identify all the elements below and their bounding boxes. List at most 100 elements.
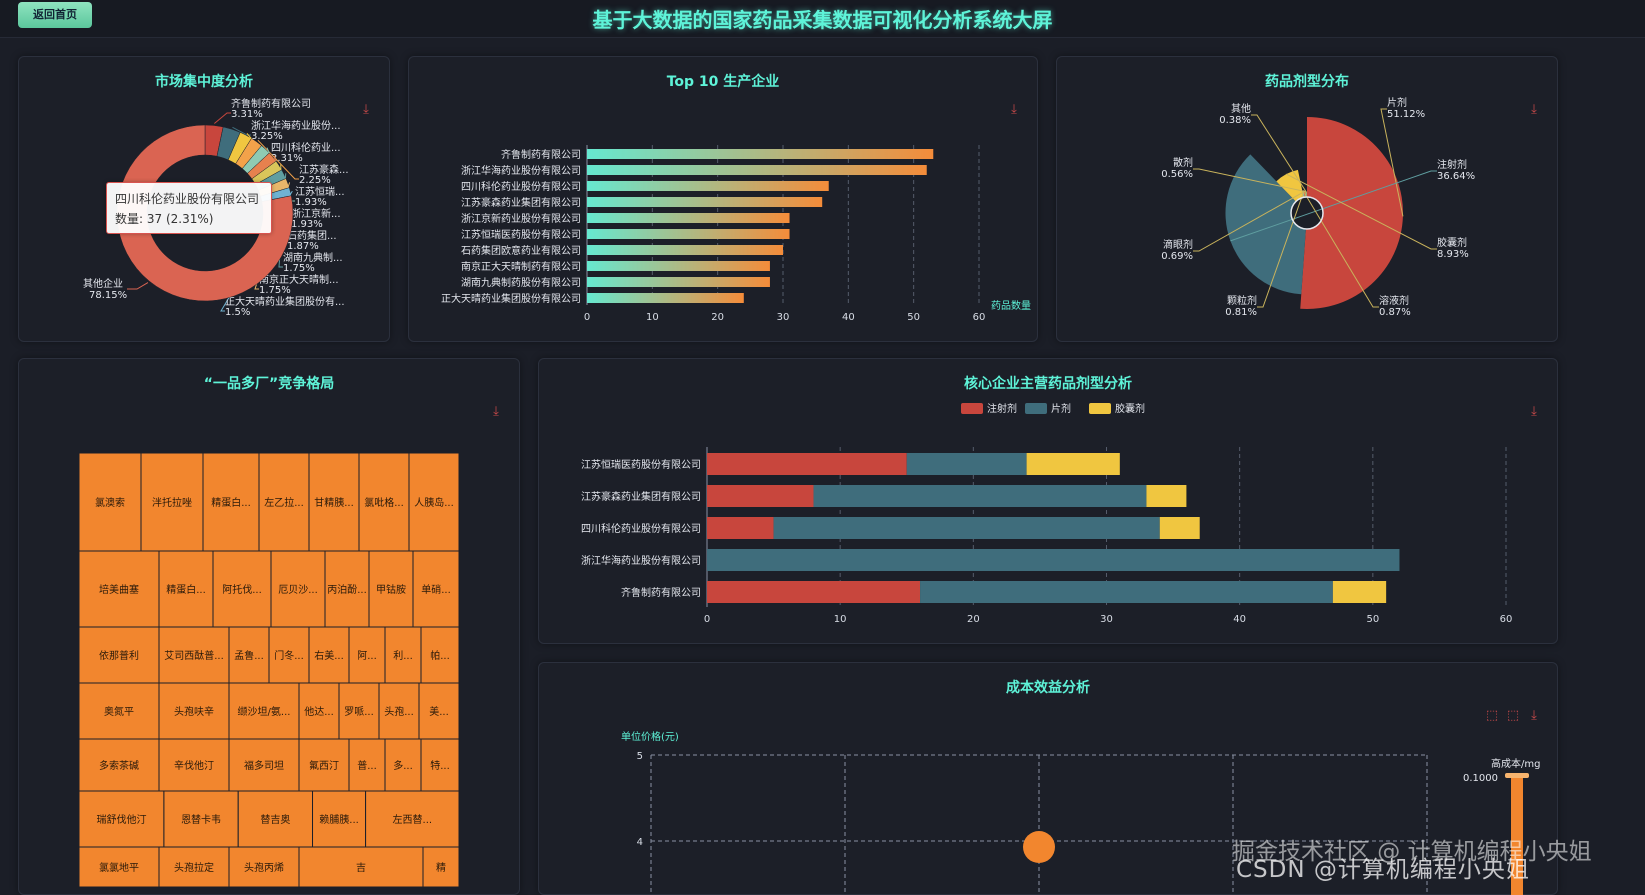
- bar-category-label: 石药集团欧意药业有限公司: [461, 244, 581, 257]
- rose-slice-label: 片剂: [1387, 96, 1407, 109]
- rose-leader-line: [1380, 108, 1404, 217]
- cost-title: 成本效益分析: [1006, 680, 1090, 696]
- bar-category-label: 江苏豪森药业集团有限公司: [581, 490, 701, 503]
- visualmap-handle: [1505, 773, 1529, 778]
- treemap-cell-label: 多...: [393, 759, 413, 772]
- rose-slice-label: 散剂: [1173, 156, 1193, 169]
- stacked-bar-segment: [707, 549, 1400, 571]
- treemap-chart: 氯澳索 泮托拉唑 精蛋白... 左乙拉... 甘精胰... 氯吡格... 人胰岛...培美曲…: [78, 452, 460, 888]
- donut-slice-label: 其他企业: [83, 277, 123, 290]
- treemap-cell: [298, 682, 340, 740]
- x-axis-name: 药品数量: [991, 299, 1031, 312]
- legend-label: 注射剂: [987, 402, 1017, 415]
- donut-tooltip: 四川科伦药业股份有限公司 数量: 37 (2.31%): [106, 182, 272, 234]
- rose-slice-label: 胶囊剂: [1437, 236, 1467, 249]
- treemap-cell: [384, 738, 422, 792]
- back-home-button[interactable]: 返回首页: [18, 2, 92, 28]
- rose-slice-label: 滴眼剂: [1163, 238, 1193, 251]
- top10-bar: [587, 261, 770, 271]
- rose-slice-label: 注射剂: [1437, 158, 1467, 171]
- donut-leader-line: [214, 112, 231, 124]
- treemap-cell-label: 头孢丙烯: [244, 861, 284, 874]
- rose-leader-line: [1193, 168, 1307, 193]
- treemap-cell-label: 艾司西酞普...: [164, 649, 224, 662]
- rose-leader-line: [1286, 173, 1437, 250]
- treemap-cell-label: 泮托拉唑: [152, 496, 192, 509]
- treemap-cell-label: 厄贝沙...: [278, 584, 318, 596]
- zoom-icon[interactable]: ⬚: [1485, 708, 1499, 723]
- treemap-cell: [212, 550, 272, 628]
- bar-category-label: 浙江京新药业股份有限公司: [461, 212, 581, 225]
- x-tick-label: 0: [704, 614, 710, 625]
- treemap-cell: [228, 682, 300, 740]
- stacked-bar-segment: [707, 517, 774, 539]
- treemap-cell-label: 左乙拉...: [264, 496, 304, 509]
- treemap-cell-label: 右美...: [314, 649, 344, 662]
- treemap-cell-label: 头孢拉定: [174, 861, 214, 874]
- treemap-cell-label: 罗哌...: [344, 705, 374, 718]
- top10-bar: [587, 245, 783, 255]
- rose-slice: [1305, 191, 1307, 198]
- donut-slice-label: 湖南九典制...: [283, 251, 343, 264]
- top10-title: Top 10 生产企业: [666, 74, 780, 90]
- download-icon[interactable]: ⤓: [1531, 102, 1537, 117]
- treemap-title: “一品多厂”竞争格局: [203, 376, 335, 392]
- x-tick-label: 20: [711, 312, 724, 323]
- donut-slice-label: 江苏恒瑞...: [295, 185, 345, 198]
- donut-slice-pct: 3.31%: [231, 109, 263, 120]
- download-icon[interactable]: ⤓: [1011, 102, 1017, 117]
- treemap-cell-label: 吉: [356, 862, 366, 874]
- y-axis-name: 单位价格(元): [621, 730, 679, 743]
- treemap-cell-label: 依那普利: [99, 649, 139, 662]
- treemap-cell: [408, 452, 460, 552]
- rose-leader-line: [1230, 170, 1437, 242]
- bar-category-label: 正大天晴药业集团股份有限公司: [441, 292, 581, 305]
- treemap-cell-label: 门冬...: [274, 649, 304, 662]
- x-tick-label: 50: [1366, 614, 1379, 625]
- treemap-cell-label: 普...: [357, 759, 377, 772]
- download-icon[interactable]: ⤓: [1531, 404, 1537, 419]
- treemap-cell: [140, 452, 204, 552]
- rose-slice-pct: 0.81%: [1225, 307, 1257, 318]
- bar-category-label: 齐鲁制药有限公司: [621, 586, 701, 599]
- treemap-cell-label: 孟鲁...: [234, 649, 264, 662]
- treemap-cell-label: 丙泊酚...: [327, 584, 367, 596]
- visualmap-title: 高成本/mg: [1491, 757, 1540, 770]
- treemap-cell-label: 氯吡格...: [364, 496, 404, 509]
- treemap-cell-label: 奥氮平: [104, 705, 134, 718]
- treemap-cell-label: 培美曲塞: [99, 583, 139, 596]
- treemap-cell: [358, 452, 410, 552]
- download-icon[interactable]: ⤓: [363, 102, 369, 117]
- treemap-cell-label: 多索茶碱: [99, 759, 139, 772]
- download-icon[interactable]: ⤓: [1531, 708, 1537, 723]
- treemap-cell-label: 他达...: [304, 705, 334, 718]
- download-icon[interactable]: ⤓: [493, 404, 499, 419]
- treemap-cell-label: 缬沙坦/氨...: [238, 705, 291, 718]
- bar-category-label: 江苏恒瑞医药股份有限公司: [581, 458, 701, 471]
- treemap-cell-label: 阿...: [357, 650, 377, 662]
- top10-bar: [587, 181, 829, 191]
- legend-swatch: [1089, 403, 1111, 414]
- legend-label: 胶囊剂: [1115, 402, 1145, 415]
- top10-bar: [587, 277, 770, 287]
- rose-slice-pct: 0.56%: [1161, 169, 1193, 180]
- treemap-cell-label: 精: [436, 861, 446, 874]
- stacked-bar-segment: [1026, 453, 1120, 475]
- cost-panel: 成本效益分析 ⬚ ⬚ ⤓ 单位价格(元) 5 4 高成本/mg 0.1000: [538, 662, 1558, 895]
- watermark-line2: CSDN @计算机编程小央姐: [1236, 857, 1530, 883]
- top10-bar: [587, 197, 823, 207]
- treemap-cell-label: 恩替卡韦: [181, 813, 221, 826]
- reset-zoom-icon[interactable]: ⬚: [1506, 708, 1520, 723]
- top10-panel: Top 10 生产企业 ⤓ 0 10 20 30 40 50 60 齐鲁制药有限公司 浙江华海药…: [408, 56, 1038, 342]
- donut-slice-label: 齐鲁制药有限公司: [231, 97, 311, 110]
- cost-scatter-chart: 单位价格(元) 5 4 高成本/mg 0.1000: [621, 730, 1540, 895]
- stacked-bar-segment: [813, 485, 1147, 507]
- rose-slice-pct: 0.69%: [1161, 251, 1193, 262]
- treemap-panel: “一品多厂”竞争格局 ⤓ 氯澳索 泮托拉唑 精蛋白... 左乙拉... 甘精胰... 氯吡…: [18, 358, 520, 895]
- treemap-cell-label: 赖脯胰...: [319, 813, 359, 826]
- tooltip-company: 四川科伦药业股份有限公司: [115, 192, 260, 206]
- treemap-cell-label: 人胰岛...: [414, 496, 454, 509]
- tooltip-value: 数量: 37 (2.31%): [115, 212, 214, 226]
- top10-bar: [587, 293, 744, 303]
- treemap-cell-label: 甲钴胺: [376, 583, 406, 596]
